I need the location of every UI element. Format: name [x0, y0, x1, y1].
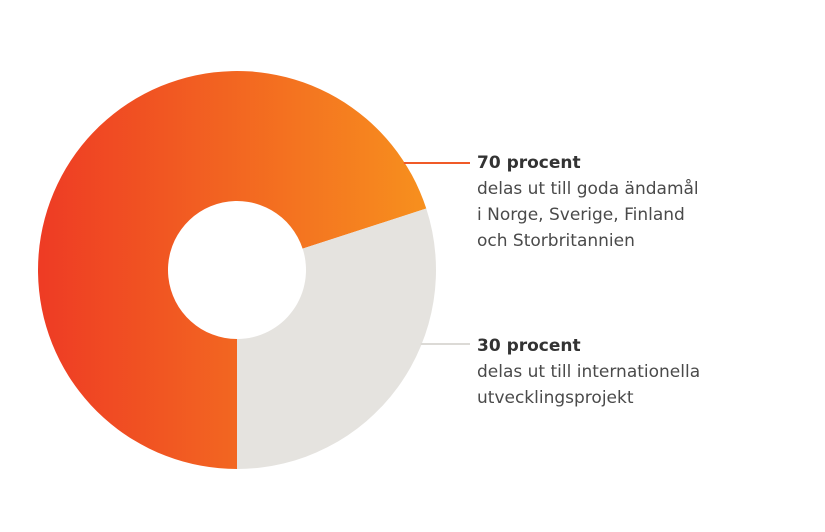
slice-desc-70-line-3: och Storbritannien: [477, 231, 635, 251]
slice-label-70: 70 procent delas ut till goda ändamål i …: [477, 150, 699, 254]
slice-desc-30-line-2: utvecklingsprojekt: [477, 388, 634, 408]
slice-desc-30-line-1: delas ut till internationella: [477, 362, 701, 382]
slice-label-30: 30 procent delas ut till internationella…: [477, 333, 700, 411]
donut-slice-30: [237, 208, 436, 469]
slice-desc-70-line-1: delas ut till goda ändamål: [477, 179, 699, 199]
slice-value-30: 30 procent: [477, 336, 581, 356]
donut-slice-70: [38, 70, 427, 469]
slice-value-70: 70 procent: [477, 153, 581, 173]
slice-desc-70-line-2: i Norge, Sverige, Finland: [477, 205, 685, 225]
